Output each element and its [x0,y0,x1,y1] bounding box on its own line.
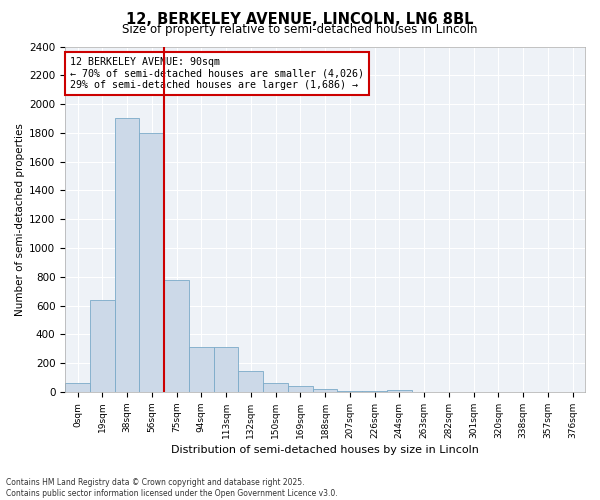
Text: 12, BERKELEY AVENUE, LINCOLN, LN6 8BL: 12, BERKELEY AVENUE, LINCOLN, LN6 8BL [126,12,474,28]
Bar [263,382,288,392]
Bar [90,300,115,392]
Bar [288,386,313,392]
Bar [362,391,387,392]
Bar [387,390,412,392]
Bar [238,371,263,392]
Bar [189,348,214,392]
Bar [164,280,189,392]
Bar [115,118,139,392]
Text: 12 BERKELEY AVENUE: 90sqm
← 70% of semi-detached houses are smaller (4,026)
29% : 12 BERKELEY AVENUE: 90sqm ← 70% of semi-… [70,57,364,90]
Text: Size of property relative to semi-detached houses in Lincoln: Size of property relative to semi-detach… [122,22,478,36]
X-axis label: Distribution of semi-detached houses by size in Lincoln: Distribution of semi-detached houses by … [171,445,479,455]
Bar [313,389,337,392]
Y-axis label: Number of semi-detached properties: Number of semi-detached properties [15,123,25,316]
Bar [139,133,164,392]
Text: Contains HM Land Registry data © Crown copyright and database right 2025.
Contai: Contains HM Land Registry data © Crown c… [6,478,338,498]
Bar [65,384,90,392]
Bar [337,390,362,392]
Bar [214,346,238,392]
